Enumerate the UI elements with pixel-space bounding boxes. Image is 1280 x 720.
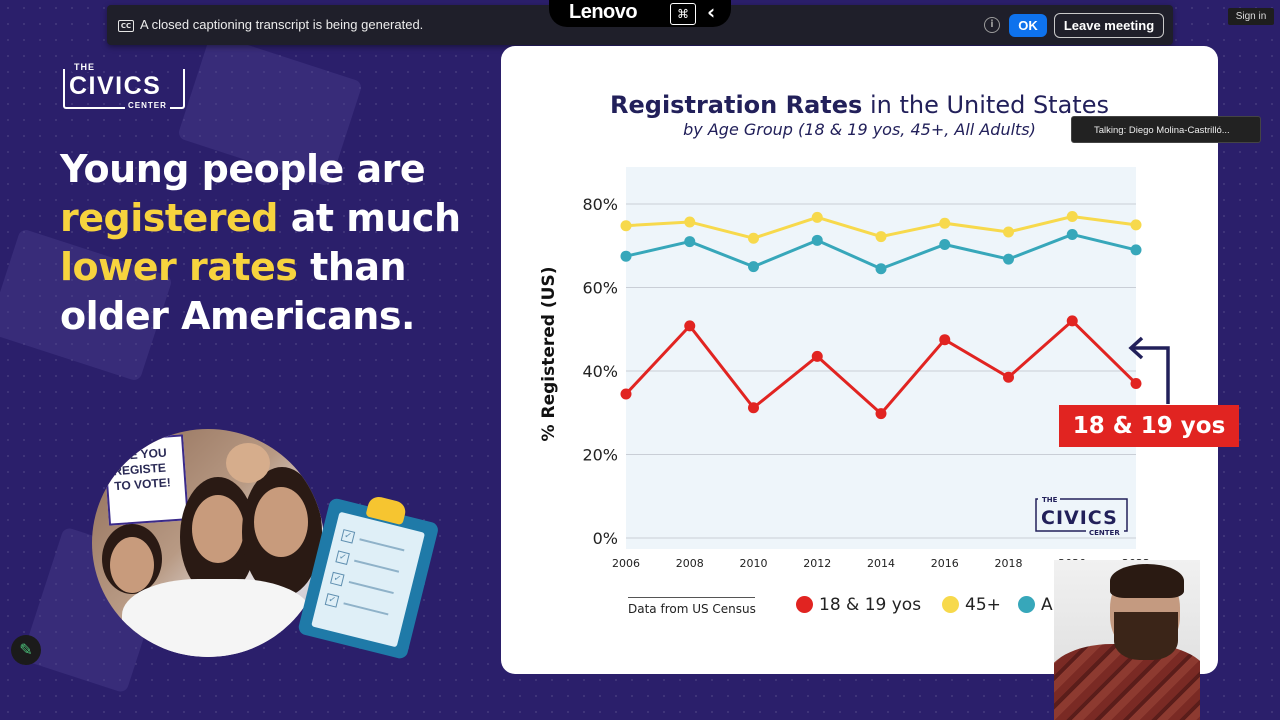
x-tick-label: 2008: [676, 557, 704, 570]
data-point: [939, 238, 951, 250]
y-tick-label: 40%: [582, 362, 618, 381]
series-callout-label: 18 & 19 yos: [1059, 405, 1239, 447]
data-point: [1003, 371, 1014, 383]
data-point: [684, 236, 696, 248]
data-point: [939, 217, 951, 229]
headline-line: than: [297, 245, 407, 289]
headline-line: older Americans.: [60, 294, 415, 338]
chart-title-bold: Registration Rates: [610, 91, 863, 119]
lenovo-logo: Lenovo: [569, 1, 638, 23]
legend-swatch: [796, 596, 813, 613]
device-control-icon[interactable]: ⌘: [670, 3, 696, 25]
caption-status-text: A closed captioning transcript is being …: [140, 17, 424, 32]
data-source-note: Data from US Census: [628, 602, 756, 616]
headline-highlight: registered: [60, 196, 279, 240]
data-point: [875, 408, 887, 420]
headline-line: at much: [278, 196, 461, 240]
data-point: [1003, 226, 1014, 238]
closed-caption-icon: CC: [118, 20, 134, 32]
y-tick-label: 0%: [593, 529, 618, 548]
logo-civics: CIVICS: [69, 72, 162, 100]
watermark-the: THE: [1042, 496, 1058, 504]
chart-subtitle: by Age Group (18 & 19 yos, 45+, All Adul…: [683, 120, 1036, 139]
logo-center: CENTER: [125, 101, 170, 110]
chart-watermark-logo: THE CIVICS CENTER: [1035, 494, 1128, 537]
chart-card: Registration Rates in the United States …: [501, 46, 1218, 674]
headline-highlight: lower rates: [60, 245, 298, 289]
data-point: [1003, 253, 1014, 265]
poster-text: ARE YOU REGISTE TO VOTE!: [111, 445, 172, 494]
sign-in-button[interactable]: Sign in: [1228, 8, 1274, 25]
data-point: [684, 216, 696, 228]
data-point: [1066, 315, 1078, 327]
callout-arrow: [1131, 346, 1170, 404]
data-point: [1130, 378, 1142, 390]
y-axis-label: % Registered (US): [539, 267, 559, 442]
logo-frame: [63, 69, 185, 109]
chevron-left-icon[interactable]: ‹: [707, 0, 716, 24]
x-tick-label: 2010: [740, 557, 768, 570]
data-point: [811, 234, 823, 246]
plot-background: [626, 167, 1136, 549]
watermark-center: CENTER: [1089, 529, 1120, 537]
data-point: [748, 261, 759, 273]
video-person-hair: [1110, 564, 1184, 598]
lenovo-toolbar: Lenovo ⌘ ‹: [549, 0, 731, 27]
headline-line: Young people are: [60, 147, 426, 191]
y-tick-label: 80%: [582, 195, 618, 214]
data-point: [684, 320, 696, 332]
data-point: [875, 263, 887, 275]
data-point: [811, 350, 823, 362]
x-tick-label: 2006: [612, 557, 640, 570]
data-point: [748, 402, 759, 414]
logo-the: THE: [72, 62, 97, 72]
data-point: [748, 232, 759, 244]
data-point: [620, 388, 632, 400]
data-point: [1130, 244, 1142, 256]
students-photo: ARE YOU REGISTE TO VOTE!: [92, 429, 324, 657]
leave-meeting-button[interactable]: Leave meeting: [1054, 13, 1164, 38]
data-point: [1066, 211, 1078, 223]
info-icon[interactable]: i: [984, 17, 1000, 33]
legend-label: 18 & 19 yos: [819, 595, 922, 615]
data-point: [875, 231, 887, 243]
data-point: [620, 220, 632, 232]
x-tick-label: 2018: [995, 557, 1023, 570]
talking-indicator: Talking: Diego Molina-Castrilló...: [1071, 116, 1261, 143]
participant-video[interactable]: [1054, 560, 1200, 720]
chart-title-rest: in the United States: [862, 91, 1109, 119]
x-tick-label: 2014: [867, 557, 895, 570]
slide-headline: Young people are registered at much lowe…: [60, 145, 480, 341]
y-tick-label: 60%: [582, 279, 618, 298]
data-point: [811, 211, 823, 223]
source-divider: [628, 597, 755, 598]
legend-swatch: [942, 596, 959, 613]
poster: ARE YOU REGISTE TO VOTE!: [103, 434, 189, 526]
legend-item-45plus: 45+: [942, 595, 1001, 615]
x-tick-label: 2012: [803, 557, 831, 570]
watermark-civics: CIVICS: [1041, 507, 1118, 529]
data-point: [1130, 219, 1142, 231]
data-point: [939, 334, 951, 346]
callout-arrow-head: [1128, 336, 1144, 360]
chart-title: Registration Rates in the United States: [501, 91, 1218, 119]
legend-label: 45+: [965, 595, 1001, 615]
annotate-pencil-icon[interactable]: ✎: [11, 635, 41, 665]
video-person-beard: [1114, 612, 1178, 660]
data-point: [620, 250, 632, 262]
ok-button[interactable]: OK: [1009, 14, 1047, 37]
legend-item-1819: 18 & 19 yos: [796, 595, 921, 615]
legend-swatch: [1018, 596, 1035, 613]
x-tick-label: 2016: [931, 557, 959, 570]
line-chart: 0% 20% 40% 60% 80% 2006 2008 2010 2012 2014 2016 2…: [539, 167, 1170, 570]
data-point: [1066, 228, 1078, 240]
y-tick-label: 20%: [582, 446, 618, 465]
